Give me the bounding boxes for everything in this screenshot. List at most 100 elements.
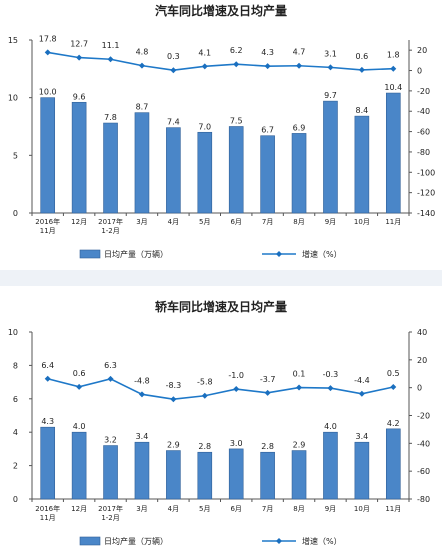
line-point [390,383,397,390]
bar [228,126,244,214]
right-tick-label: -140 [417,209,435,218]
x-tick-label: 5月 [199,218,210,226]
right-tick-label: -20 [417,87,430,96]
right-tick-label: -80 [417,148,430,157]
legend-bar-label: 日均产量（万辆） [104,536,168,546]
chart-panel-sedan: 轿车同比增速及日均产量 0 2 4 6 8 10 40 20 0 -20 -40 -60 -80 2016年… [0,286,442,552]
x-tick-label: 8月 [293,505,304,513]
line-value-label: 4.1 [198,48,211,57]
bar [228,448,244,500]
line-value-label: 1.8 [387,51,400,60]
left-tick-label: 2 [13,462,18,471]
legend-line-marker [276,251,282,257]
line-value-label: 0.6 [356,52,369,61]
bar-value-label: 8.4 [356,106,369,115]
line-point [233,61,240,68]
line-value-label: 6.3 [104,361,117,370]
bar-value-label: 9.7 [324,91,337,100]
bar-value-label: 6.9 [293,123,306,132]
right-tick-label: 40 [417,328,427,337]
line-point [358,66,365,73]
line-value-label: 0.5 [387,369,400,378]
growth-line [47,377,394,401]
line-value-label: 3.1 [324,49,337,58]
chart-panel-auto: 汽车同比增速及日均产量 0 5 10 15 20 0 -20 -40 -60 -80 -100 -120… [0,0,442,270]
left-tick-label: 0 [13,495,18,504]
line-value-label: 6.2 [230,46,243,55]
legend-bar-swatch [79,536,101,546]
right-tick-label: 0 [417,384,422,393]
line-value-label: 0.3 [167,52,180,61]
line-point [358,390,365,397]
auto-chart-svg: 汽车同比增速及日均产量 0 5 10 15 20 0 -20 -40 -60 -80 -100 -120… [8,3,435,259]
x-tick-label: 12月 [71,505,87,513]
line-point [201,63,208,70]
bar-value-label: 4.0 [324,422,337,431]
left-tick-label: 15 [8,36,18,45]
left-tick-label: 5 [13,151,18,160]
bar-value-label: 2.9 [167,441,180,450]
line-value-label: -0.3 [323,370,339,379]
bar-value-label: 4.3 [41,417,54,426]
right-tick-label: 0 [417,67,422,76]
line-value-label: 12.7 [70,40,88,49]
bar [197,451,213,500]
x-tick-label: 11月 [385,505,401,513]
bar [40,97,56,214]
bar-value-label: 4.0 [73,422,86,431]
x-tick-label: 3月 [136,218,147,226]
bar [354,441,370,500]
line-value-label: 6.4 [41,361,54,370]
x-tick-label: 6月 [230,505,241,513]
right-tick-label: -40 [417,107,430,116]
x-tick-label: 9月 [325,218,336,226]
x-tick-label: 11月 [385,218,401,226]
x-tick-label: 8月 [293,218,304,226]
bar [197,131,213,214]
line-point [296,62,303,69]
bar [385,92,401,214]
bar [71,431,87,500]
x-tick-label: 4月 [168,505,179,513]
bar [291,133,307,214]
bar-value-label: 3.2 [104,436,117,445]
bar [103,445,118,500]
left-tick-label: 0 [13,209,18,218]
bar-value-label: 10.4 [384,83,402,92]
line-value-label: -1.0 [228,371,244,380]
bar [134,112,150,214]
bar [291,450,307,500]
line-point [76,383,83,390]
left-tick-label: 10 [8,328,18,337]
x-tick-label: 12月 [71,218,87,226]
line-value-label: 4.3 [261,48,274,57]
line-value-label: 11.1 [102,41,120,50]
bar-value-label: 7.0 [198,122,211,131]
bar-value-label: 9.6 [73,92,86,101]
line-point [170,67,177,74]
line-value-label: 4.7 [293,48,306,57]
x-tick-label: 5月 [199,505,210,513]
bar [323,100,338,214]
legend-bar-swatch [79,249,101,259]
bar-value-label: 2.8 [198,442,211,451]
line-point [170,396,177,403]
bar [323,431,338,500]
bar-value-label: 7.8 [104,113,117,122]
line-value-label: 4.8 [136,48,149,57]
right-tick-label: -60 [417,467,430,476]
bar [103,122,118,214]
line-value-label: 0.6 [73,369,86,378]
line-value-label: 17.8 [39,34,57,43]
bar-value-label: 7.4 [167,118,180,127]
line-point [138,62,145,69]
line-point [390,65,397,72]
bar-value-label: 3.4 [356,432,369,441]
bar-value-label: 10.0 [39,88,57,97]
right-tick-label: -40 [417,439,430,448]
legend-line-label: 增速（%） [302,249,342,259]
left-tick-label: 8 [13,361,18,370]
bar [40,426,56,500]
x-tick-label: 2017年 1-2月 [98,217,123,235]
